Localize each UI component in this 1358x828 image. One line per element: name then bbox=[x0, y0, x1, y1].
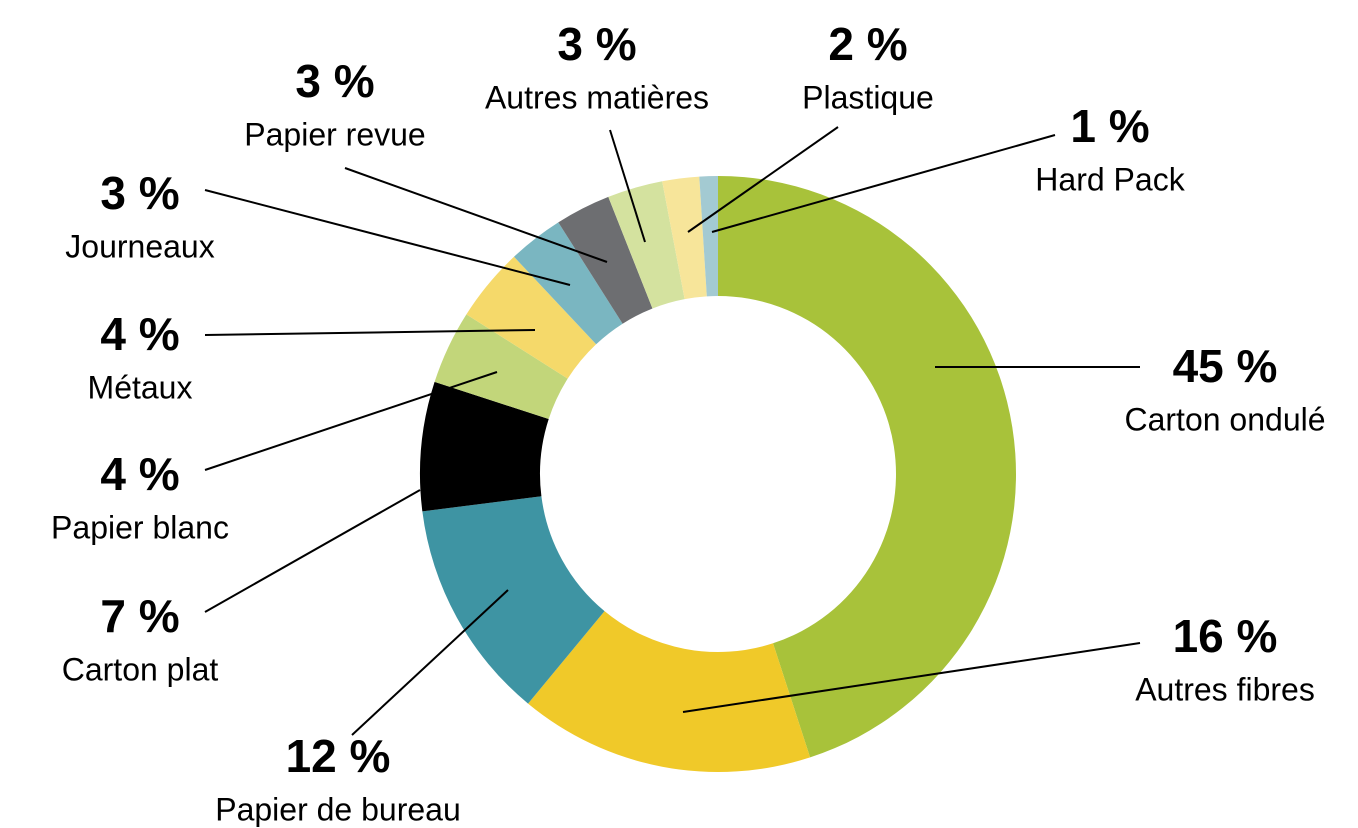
value-label: 3 % bbox=[100, 167, 179, 219]
value-label: 3 % bbox=[557, 18, 636, 70]
category-label: Hard Pack bbox=[1035, 161, 1185, 197]
leader-line bbox=[351, 589, 509, 736]
category-label: Autres matières bbox=[485, 79, 709, 115]
leader-line bbox=[204, 329, 536, 336]
value-label: 3 % bbox=[295, 55, 374, 107]
category-label: Métaux bbox=[88, 369, 193, 405]
leader-line bbox=[687, 126, 839, 233]
donut-segment bbox=[514, 222, 623, 345]
category-label: Papier blanc bbox=[51, 509, 229, 545]
value-label: 7 % bbox=[100, 590, 179, 642]
donut-segment bbox=[422, 496, 605, 704]
donut-segment bbox=[608, 181, 685, 309]
value-label: 4 % bbox=[100, 448, 179, 500]
donut-segment bbox=[466, 256, 597, 379]
category-label: Autres fibres bbox=[1135, 671, 1315, 707]
value-label: 12 % bbox=[286, 730, 391, 782]
category-label: Carton ondulé bbox=[1124, 401, 1325, 437]
category-label: Plastique bbox=[802, 79, 934, 115]
category-label: Papier revue bbox=[244, 116, 425, 152]
donut-segment bbox=[699, 176, 718, 297]
donut-segment bbox=[528, 611, 811, 772]
donut-segment bbox=[420, 381, 549, 512]
donut-segment bbox=[718, 176, 1016, 758]
value-label: 4 % bbox=[100, 308, 179, 360]
value-label: 16 % bbox=[1173, 610, 1278, 662]
donut-segment bbox=[434, 314, 568, 419]
donut-segment bbox=[558, 196, 653, 324]
leader-line bbox=[204, 189, 571, 286]
value-label: 45 % bbox=[1173, 340, 1278, 392]
category-label: Papier de bureau bbox=[215, 791, 461, 827]
category-label: Carton plat bbox=[62, 651, 219, 687]
value-label: 1 % bbox=[1070, 100, 1149, 152]
leader-line bbox=[344, 167, 608, 263]
leader-line bbox=[682, 642, 1141, 713]
leader-line bbox=[609, 129, 646, 243]
leader-line bbox=[711, 134, 1056, 233]
category-label: Journeaux bbox=[65, 228, 214, 264]
leader-line bbox=[204, 489, 421, 613]
donut-segment bbox=[662, 176, 707, 300]
leader-line bbox=[204, 371, 498, 471]
value-label: 2 % bbox=[828, 18, 907, 70]
